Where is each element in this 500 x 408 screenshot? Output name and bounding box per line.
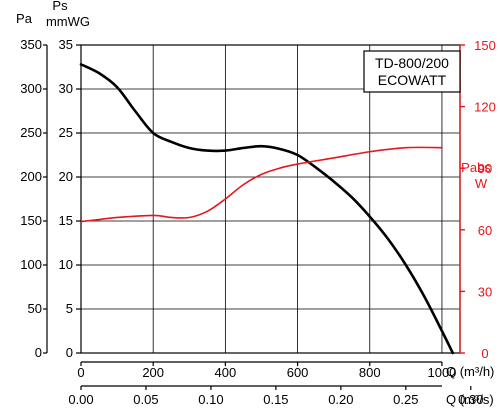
y-axis-power-tick-label: 90 [478,161,492,176]
x-axis-m3h-tick-label: 600 [287,365,309,380]
legend-variant-label: ECOWATT [378,72,447,88]
y-axis-mmwg-tick-label: 0 [66,345,73,360]
axes-layer: 0501001502002503003500510152025303503060… [20,37,496,407]
y-axis-mmwg-tick-label: 20 [59,169,73,184]
y-axis-power-label: Pabs [461,160,491,175]
legend-model-label: TD-800/200 [375,55,449,71]
y-axis-pa-tick-label: 350 [20,37,42,52]
y-axis-power-unit-label: W [475,176,488,191]
y-axis-mmwg-unit-label: mmWG [46,14,90,29]
x-axis-m3s-tick-label: 0.15 [263,392,288,407]
x-axis-m3s-tick-label: 0.05 [133,392,158,407]
y-axis-pa-tick-label: 200 [20,169,42,184]
y-axis-ps-label: Ps [52,0,68,13]
pressure-curve-line [79,63,455,355]
x-axis-m3h-tick-label: 800 [359,365,381,380]
x-axis-m3s-tick-label: 0.10 [198,392,223,407]
power-curve-line [80,146,443,223]
x-axis-m3s-label: Q (m³/s) [446,392,494,407]
y-axis-mmwg-tick-label: 10 [59,257,73,272]
y-axis-pa-tick-label: 150 [20,213,42,228]
x-axis-m3h-tick-label: 0 [77,365,84,380]
y-axis-power-tick-label: 120 [474,100,496,115]
x-axis-m3s-tick-label: 0.30 [458,392,483,407]
x-axis-m3h-tick-label: 1000 [427,365,456,380]
y-axis-pa-tick-label: 250 [20,125,42,140]
y-axis-pa-tick-label: 50 [28,301,42,316]
y-axis-pa-tick-label: 300 [20,81,42,96]
y-axis-pa-tick-label: 100 [20,257,42,272]
x-axis-m3h-label: Q (m³/h) [446,364,494,379]
legend-box-frame [363,50,461,93]
legend-box: TD-800/200 ECOWATT [363,50,461,93]
series-layer [79,63,455,355]
x-axis-m3h-tick-label: 200 [142,365,164,380]
y-axis-pa-tick-label: 0 [35,345,42,360]
y-axis-mmwg-tick-label: 25 [59,125,73,140]
y-axis-mmwg-tick-label: 30 [59,81,73,96]
y-axis-power-tick-label: 60 [478,223,492,238]
y-axis-power-tick-label: 30 [478,284,492,299]
y-axis-mmwg-tick-label: 35 [59,37,73,52]
y-axis-power-tick-label: 0 [481,346,488,361]
y-axis-mmwg-tick-label: 5 [66,301,73,316]
y-axis-pa-unit-label: Pa [16,11,33,26]
x-axis-m3s-tick-label: 0.00 [68,392,93,407]
y-axis-power-tick-label: 150 [474,38,496,53]
x-axis-m3s-tick-label: 0.20 [328,392,353,407]
y-axis-mmwg-tick-label: 15 [59,213,73,228]
x-axis-m3h-tick-label: 400 [215,365,237,380]
x-axis-m3s-tick-label: 0.25 [393,392,418,407]
